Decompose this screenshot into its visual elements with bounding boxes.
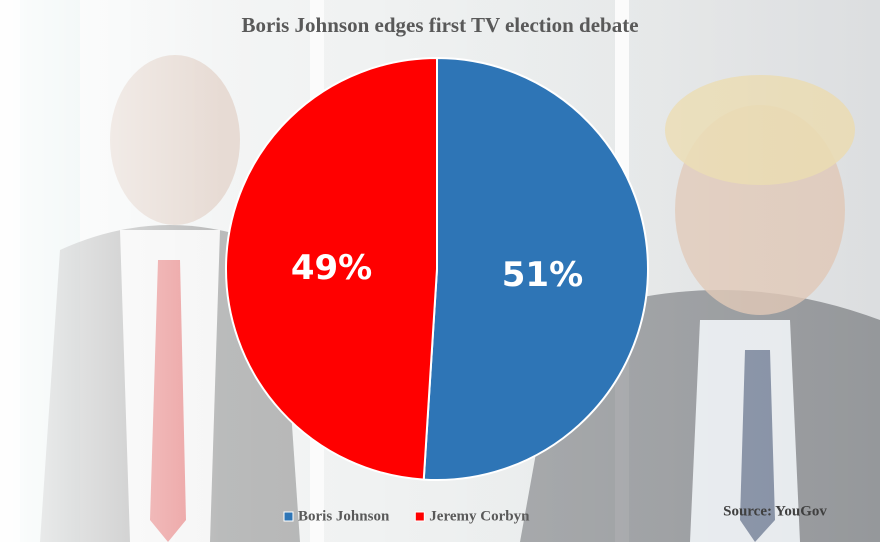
value-label: 51% bbox=[502, 255, 583, 295]
legend-label: Jeremy Corbyn bbox=[429, 508, 530, 524]
legend-swatch bbox=[414, 511, 425, 522]
pie-slice bbox=[225, 56, 438, 481]
source: Source: YouGov bbox=[723, 503, 827, 519]
legend-label: Boris Johnson bbox=[298, 508, 390, 524]
value-label: 49% bbox=[291, 248, 372, 288]
pie-slice bbox=[422, 56, 649, 481]
chart-title: Boris Johnson edges first TV election de… bbox=[241, 13, 638, 37]
legend-swatch bbox=[283, 511, 294, 522]
